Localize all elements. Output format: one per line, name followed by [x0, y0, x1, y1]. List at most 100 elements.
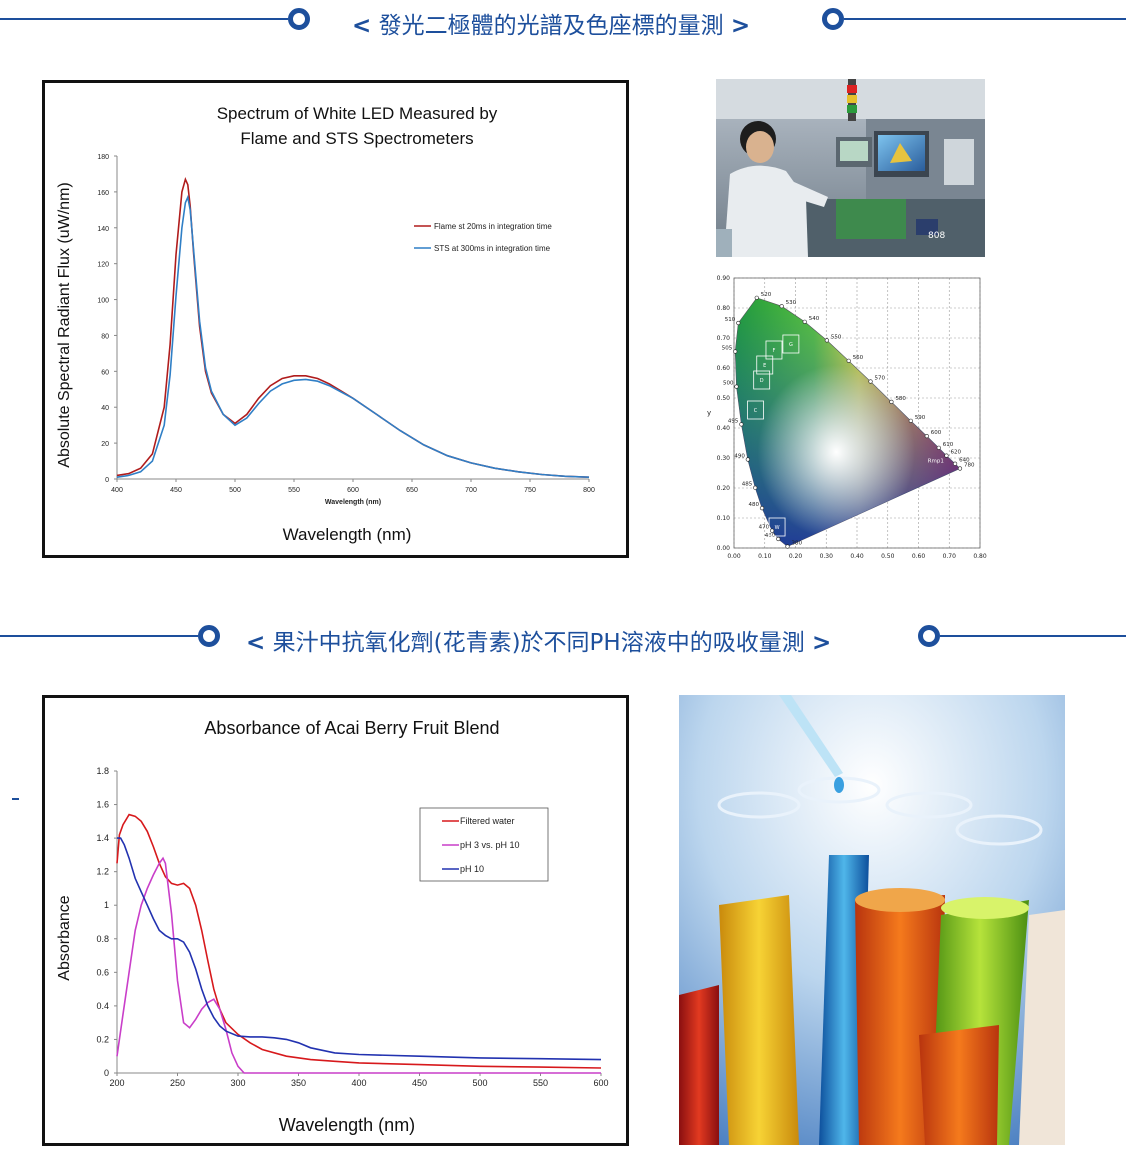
- cie-locus-point: [957, 466, 963, 471]
- absorbance-series-1-line: [116, 813, 602, 1069]
- absorbance-x-tick-label: 350: [291, 1078, 306, 1088]
- spectrum-y-tick-label: 100: [97, 298, 109, 305]
- absorbance-chart-svg: 200 250 300 350 400 450 500 550 600 0 0.2 0.4 0.6 0.8…: [56, 718, 609, 1135]
- section2-line-right: [940, 635, 1126, 637]
- spectrum-x-tick-label: 600: [347, 487, 359, 494]
- absorbance-y-tick-label: 1: [104, 900, 109, 910]
- cie-locus-label: 610: [943, 442, 954, 448]
- cie-region-label: C: [754, 408, 758, 414]
- cie-region-box: [753, 370, 771, 390]
- absorbance-y-tick-label: 0.2: [96, 1034, 109, 1044]
- cie-x-tick-label: 0.80: [973, 553, 987, 560]
- side-mark: [12, 798, 19, 800]
- operator-photo: 808: [716, 79, 985, 257]
- section2-title: 果汁中抗氧化劑(花青素)於不同PH溶液中的吸收量測: [272, 630, 805, 656]
- cie-x-tick-label: 0.20: [789, 553, 803, 560]
- cie-y-tick-label: 0.70: [717, 335, 731, 342]
- cie-locus-label: 380: [792, 541, 803, 547]
- cie-locus-point: [754, 295, 759, 300]
- cie-chart-svg: 0.00 0.10 0.20 0.30 0.40 0.50 0.60 0.70 0.80 0.00…: [700, 268, 1000, 566]
- spectrum-x-tick-label: 650: [406, 487, 418, 494]
- absorbance-x-tick-label: 250: [170, 1078, 185, 1088]
- section1-gt: >: [730, 13, 751, 39]
- spectrum-chart: 400 450 500 550 600 650 700 750 800 0 20 40 60 80 100 1…: [42, 80, 629, 558]
- absorbance-legend-box: [419, 807, 549, 882]
- absorbance-legend-label: Filtered water: [460, 816, 515, 826]
- cie-region-box: [765, 340, 783, 360]
- absorbance-y-tick-label: 1.8: [96, 766, 109, 776]
- cie-locus-point: [733, 349, 738, 354]
- spectrum-y-tick-label: 60: [101, 369, 109, 376]
- section2-header: < 果汁中抗氧化劑(花青素)於不同PH溶液中的吸收量測 >: [246, 623, 831, 657]
- cie-locus-label: 505: [722, 346, 733, 352]
- cie-locus-point: [779, 304, 784, 309]
- absorbance-y-tick-label: 0: [104, 1068, 109, 1078]
- absorbance-legend-label: pH 3 vs. pH 10: [460, 840, 520, 850]
- cie-locus-label: 485: [742, 482, 753, 488]
- spectrum-y-tick-label: 160: [97, 190, 109, 197]
- cie-region-label: G: [789, 342, 793, 348]
- absorbance-series-3-line: [117, 837, 602, 1061]
- cie-locus-label: 495: [728, 418, 739, 424]
- absorbance-x-tick-label: 500: [472, 1078, 487, 1088]
- spectrum-x-tick-label: 700: [465, 487, 477, 494]
- cie-locus-label: 620: [950, 450, 961, 456]
- cie-region-label: E: [763, 363, 766, 369]
- cie-locus-label: 550: [831, 334, 842, 340]
- spectrum-x-tick-label: 450: [170, 487, 182, 494]
- cie-region-box: [747, 400, 764, 420]
- cie-y-tick-label: 0.20: [717, 485, 731, 492]
- cie-locus-label: 490: [734, 454, 745, 460]
- spectrum-y-label: Absolute Spectral Radiant Flux (uW/nm): [56, 182, 73, 467]
- absorbance-x-tick-label: 300: [230, 1078, 245, 1088]
- cie-locus-point: [734, 384, 739, 389]
- section1-lt: <: [352, 13, 372, 39]
- section1-ring-right-icon: [822, 8, 844, 30]
- cie-gamut-white: [735, 297, 960, 547]
- cie-locus-point: [889, 399, 894, 404]
- cie-locus-point: [776, 536, 781, 542]
- spectrum-chart-svg: 400 450 500 550 600 650 700 750 800 0 20 40 60 80 100 1…: [56, 104, 595, 544]
- spectrum-y-tick-label: 80: [101, 333, 109, 340]
- section2-line-left: [0, 635, 198, 637]
- section2-gt: >: [812, 630, 832, 656]
- absorbance-y-tick-label: 0.6: [96, 967, 109, 977]
- cie-y-tick-label: 0.30: [717, 455, 731, 462]
- cie-locus-label: 640: [959, 458, 970, 464]
- spectrum-subtitle: Flame and STS Spectrometers: [240, 129, 473, 148]
- cie-region-label: D: [760, 378, 764, 384]
- absorbance-y-tick-label: 1.4: [96, 833, 109, 843]
- absorbance-x-tick-label: 450: [412, 1078, 427, 1088]
- section1-header: < 發光二極體的光譜及色座標的量測 >: [352, 6, 750, 40]
- cie-y-tick-label: 0.60: [717, 365, 731, 372]
- section1-line-left: [0, 18, 288, 20]
- cie-locus-point: [736, 320, 741, 326]
- svg-text:808: 808: [928, 231, 945, 241]
- cie-locus-point: [745, 457, 750, 462]
- cie-locus-label: 570: [875, 376, 886, 382]
- test-tubes-photo-image: [679, 695, 1065, 1145]
- cie-y-tick-label: 0.80: [717, 305, 731, 312]
- absorbance-x-tick-label: 400: [351, 1078, 366, 1088]
- cie-x-tick-label: 0.60: [912, 553, 926, 560]
- cie-locus-label: 470: [759, 525, 770, 531]
- cie-y-tick-label: 0.90: [717, 275, 731, 282]
- cie-locus-label: 580: [895, 396, 906, 402]
- cie-locus-point: [936, 445, 941, 450]
- cie-y-tick-label: 0.00: [717, 545, 731, 552]
- cie-region-label: F: [773, 348, 776, 354]
- cie-x-tick-label: 0.70: [943, 553, 957, 560]
- cie-locus-label: 560: [853, 355, 864, 361]
- spectrum-y-tick-label: 20: [101, 441, 109, 448]
- absorbance-y-tick-label: 1.6: [96, 800, 109, 810]
- absorbance-x-tick-label: 600: [593, 1078, 608, 1088]
- cie-y-tick-label: 0.40: [717, 425, 731, 432]
- spectrum-x-label: Wavelength (nm): [283, 525, 412, 544]
- absorbance-series-2-line: [116, 856, 601, 1074]
- cie-locus-label: 590: [915, 415, 926, 421]
- section1-ring-left-icon: [288, 8, 310, 30]
- section1-line-right: [844, 18, 1126, 20]
- cie-locus-point: [770, 528, 775, 533]
- cie-locus-point: [739, 422, 744, 427]
- absorbance-y-tick-label: 0.8: [96, 934, 109, 944]
